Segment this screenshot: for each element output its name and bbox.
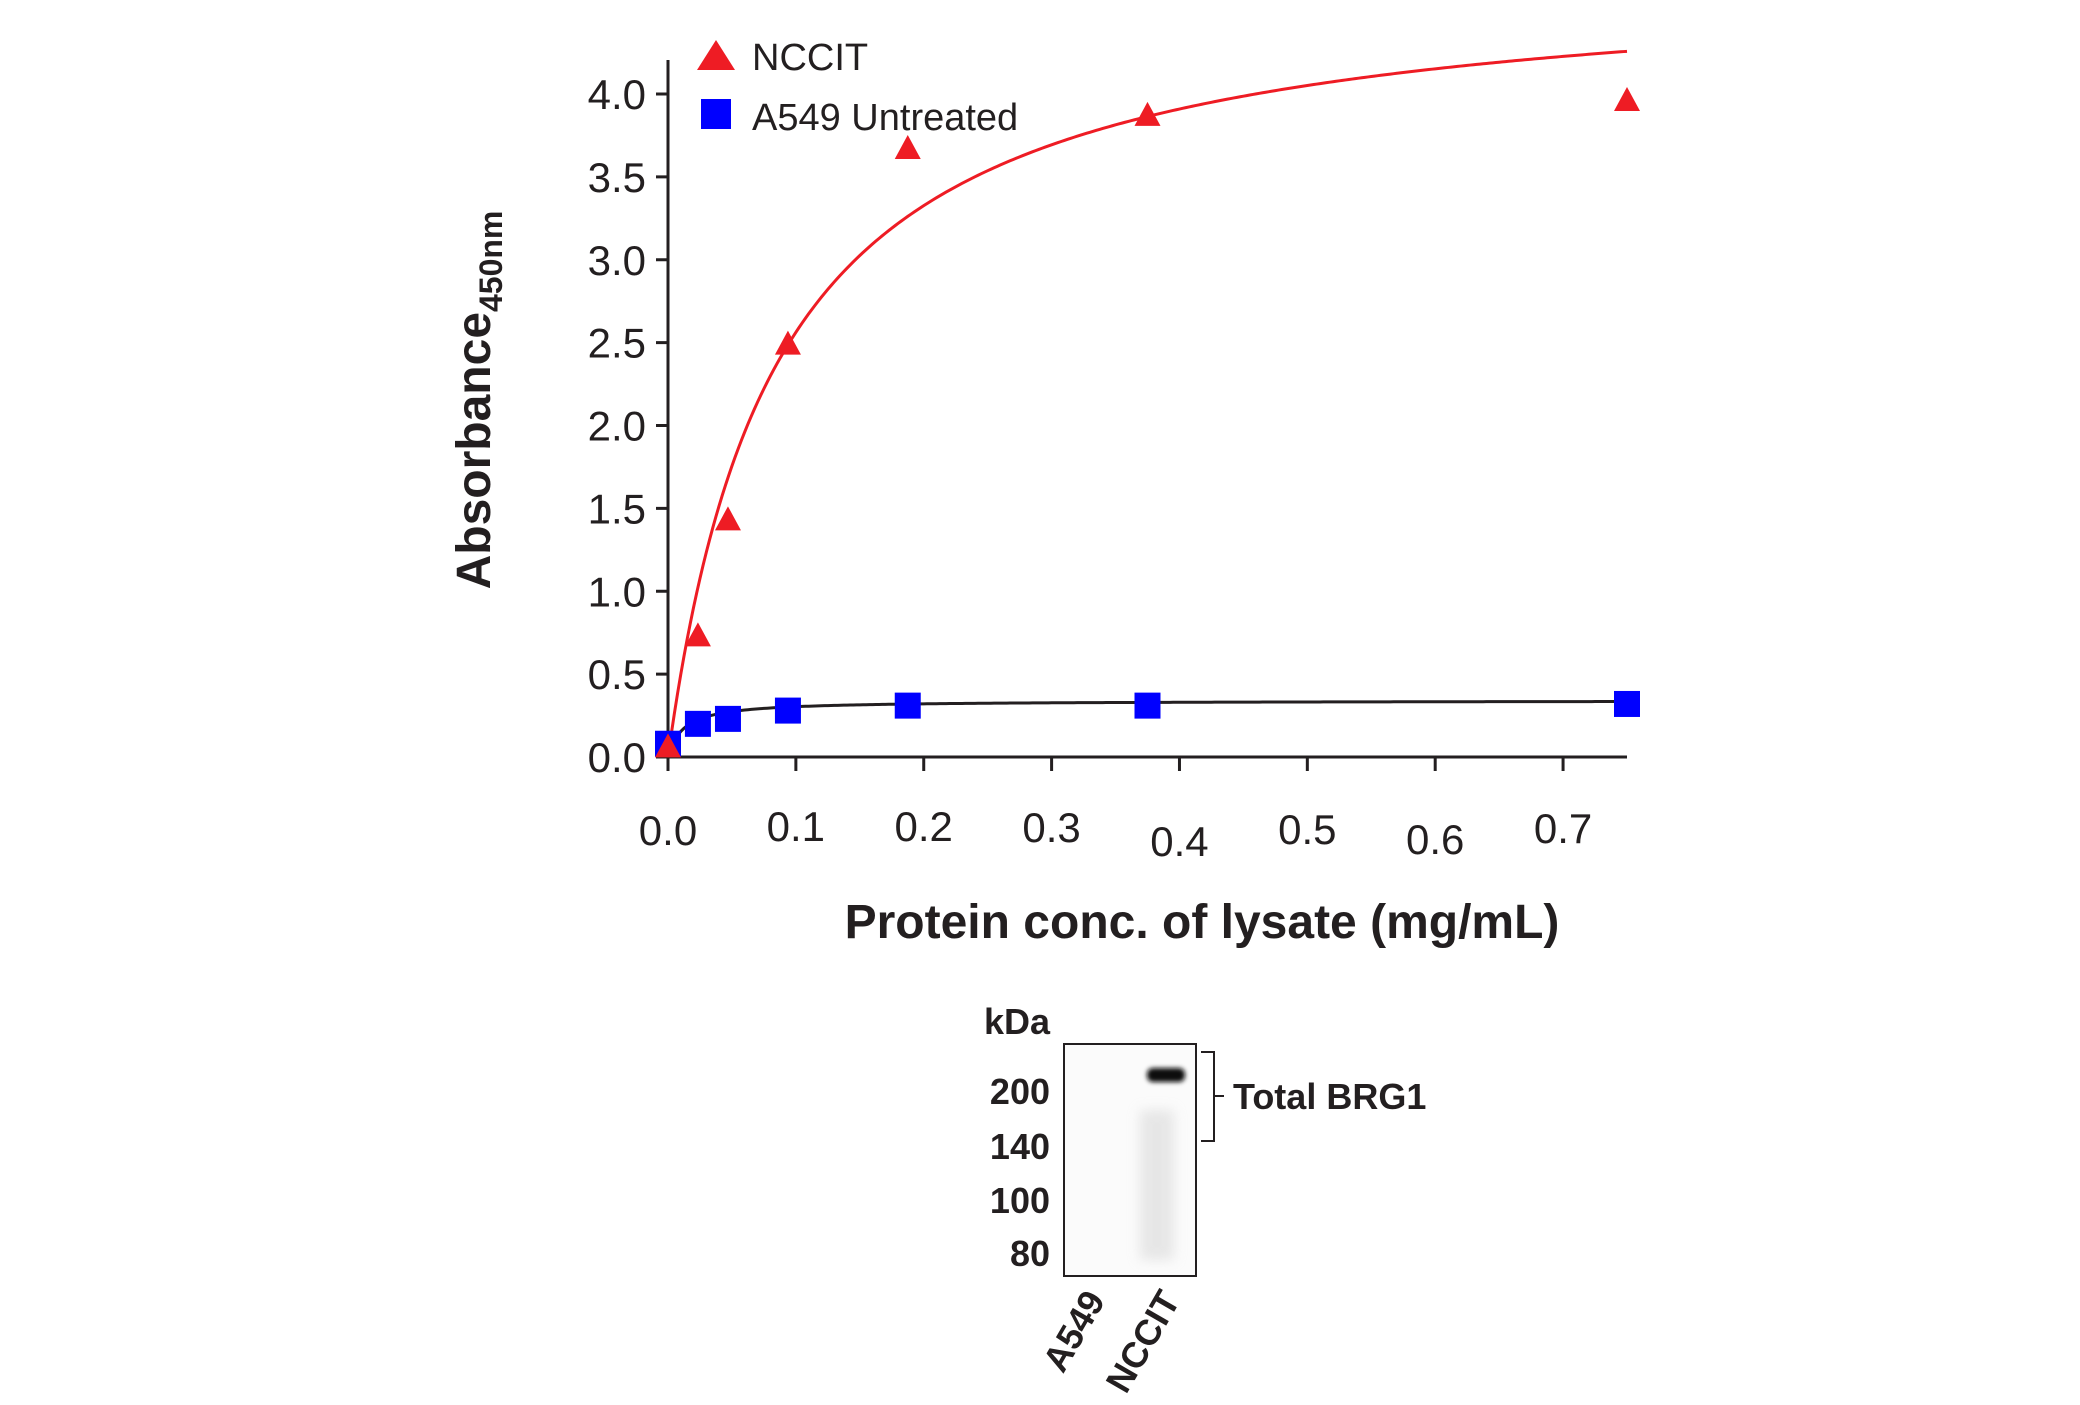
marker-100: 100 bbox=[990, 1180, 1050, 1221]
brg1-band bbox=[1147, 1068, 1185, 1082]
a549-point bbox=[1134, 692, 1161, 719]
nccit-point bbox=[655, 733, 681, 758]
x-tick-label: 0.4 bbox=[1150, 818, 1208, 865]
nccit-point bbox=[684, 622, 711, 647]
x-tick-label: 0.3 bbox=[1022, 804, 1080, 851]
western-blot: kDa 200 140 100 80 Total BRG1 A549 NCCIT bbox=[984, 1001, 1426, 1399]
y-tick-label: 2.0 bbox=[588, 403, 646, 450]
y-axis-title: Absorbance450nm bbox=[448, 211, 509, 590]
nccit-point bbox=[714, 506, 741, 531]
legend-item-nccit: NCCIT bbox=[697, 37, 868, 79]
marker-80: 80 bbox=[1010, 1233, 1050, 1274]
a549-point bbox=[774, 697, 801, 724]
marker-140: 140 bbox=[990, 1126, 1050, 1167]
x-axis: 0.0 0.1 0.2 0.3 0.4 0.5 0.6 0.7 bbox=[639, 755, 1627, 865]
y-tick-label: 1.5 bbox=[588, 485, 646, 532]
legend-triangle-marker bbox=[697, 40, 735, 70]
x-tick-label: 0.2 bbox=[895, 803, 953, 850]
lane-label-nccit: NCCIT bbox=[1097, 1284, 1188, 1400]
y-axis-title-main: Absorbance bbox=[448, 312, 501, 589]
y-tick-label: 0.0 bbox=[588, 734, 646, 781]
legend-label-a549: A549 Untreated bbox=[752, 97, 1018, 139]
marker-200: 200 bbox=[990, 1071, 1050, 1112]
a549-point bbox=[714, 705, 741, 732]
nccit-point bbox=[1614, 86, 1640, 111]
y-tick-label: 0.5 bbox=[588, 651, 646, 698]
legend: NCCIT A549 Untreated bbox=[697, 37, 1018, 139]
y-tick-label: 1.0 bbox=[588, 568, 646, 615]
y-tick-label: 4.0 bbox=[588, 71, 646, 118]
nccit-point bbox=[1134, 101, 1161, 126]
x-axis-title: Protein conc. of lysate (mg/mL) bbox=[845, 896, 1560, 949]
y-axis-title-subscript: 450nm bbox=[473, 211, 509, 312]
y-tick-label: 3.5 bbox=[588, 154, 646, 201]
a549-point bbox=[894, 692, 921, 719]
kda-label: kDa bbox=[984, 1001, 1051, 1042]
x-tick-label: 0.5 bbox=[1278, 806, 1336, 853]
band-label: Total BRG1 bbox=[1233, 1076, 1426, 1117]
a549-point bbox=[684, 710, 711, 737]
nccit-lane-smear bbox=[1140, 1110, 1174, 1260]
legend-label-nccit: NCCIT bbox=[752, 37, 868, 79]
legend-item-a549: A549 Untreated bbox=[701, 97, 1018, 139]
band-bracket bbox=[1201, 1051, 1215, 1142]
nccit-point bbox=[894, 135, 921, 160]
x-tick-label: 0.7 bbox=[1534, 805, 1592, 852]
x-tick-label: 0.1 bbox=[767, 803, 825, 850]
y-axis: 0.0 0.5 1.0 1.5 2.0 2.5 3.0 3.5 4.0 bbox=[588, 60, 670, 781]
lane-label-a549: A549 bbox=[1034, 1284, 1113, 1379]
data-points bbox=[655, 86, 1640, 758]
a549-point bbox=[1614, 690, 1640, 717]
x-tick-label: 0.0 bbox=[639, 807, 697, 854]
fit-curves bbox=[666, 49, 1628, 758]
nccit-point bbox=[774, 330, 801, 355]
legend-square-marker bbox=[701, 99, 731, 129]
fit-curve-0 bbox=[666, 49, 1628, 758]
y-tick-label: 3.0 bbox=[588, 237, 646, 284]
y-tick-label: 2.5 bbox=[588, 320, 646, 367]
x-tick-label: 0.6 bbox=[1406, 816, 1464, 863]
